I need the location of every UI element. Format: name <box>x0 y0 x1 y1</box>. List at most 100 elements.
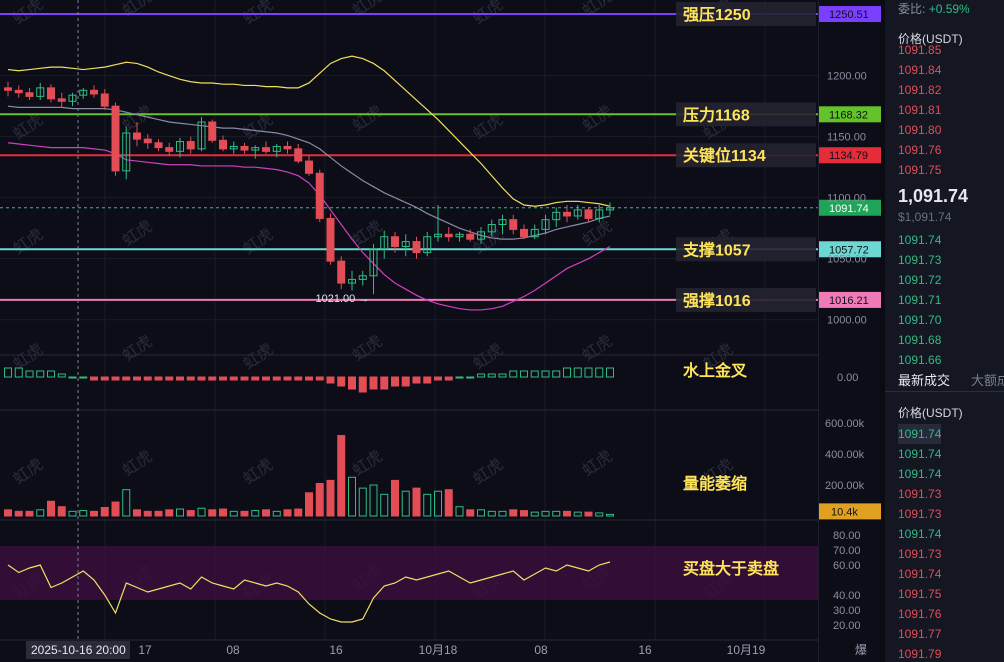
volume-bar <box>358 487 367 517</box>
price-axis[interactable]: 1250.51 1168.32 1134.79 1057.72 1016.21 1091.… <box>818 0 881 662</box>
level-label: 关键位1134 <box>683 146 766 165</box>
candle-body <box>401 241 410 247</box>
candle-body <box>219 139 227 150</box>
volume-bar <box>4 509 12 517</box>
candle-body <box>68 94 77 102</box>
candle-body <box>466 233 475 240</box>
volume-bar <box>176 508 184 517</box>
trade-row[interactable]: 1091.74 <box>898 567 942 581</box>
level-label: 强压1250 <box>683 6 751 24</box>
trade-row[interactable]: 1091.74 <box>898 447 942 461</box>
volume-bar <box>272 510 281 517</box>
candle-body <box>143 138 152 144</box>
bid-row[interactable]: 1091.73 <box>898 253 942 267</box>
candle-body <box>369 248 378 277</box>
trade-row[interactable]: 1091.76 <box>898 607 942 621</box>
macd-bar <box>240 376 249 381</box>
macd-bar <box>509 370 518 378</box>
trade-row[interactable]: 1091.73 <box>898 487 942 501</box>
volume-bar <box>573 511 582 517</box>
macd-bar <box>573 367 582 378</box>
level-tag-bg <box>819 106 881 123</box>
ask-row[interactable]: 1091.85 <box>898 43 942 57</box>
price-tick: 1200.00 <box>827 71 867 83</box>
macd-bar <box>111 376 120 381</box>
time-tick: 17 <box>138 643 152 657</box>
volume-bar <box>552 510 561 517</box>
ask-row[interactable]: 1091.75 <box>898 163 942 177</box>
volume-bar <box>262 509 270 517</box>
bid-row[interactable]: 1091.68 <box>898 333 942 347</box>
rsi-band <box>0 546 818 600</box>
candle-body <box>176 141 184 152</box>
macd-tick: 0.00 <box>837 372 858 384</box>
tab-latest-trades[interactable]: 最新成交 <box>898 373 951 388</box>
watermark-text: 虹虎 <box>349 332 386 365</box>
bid-row[interactable]: 1091.72 <box>898 273 942 287</box>
candle-body <box>434 233 442 238</box>
bid-row[interactable]: 1091.70 <box>898 313 942 327</box>
watermark-text: 虹虎 <box>349 102 386 135</box>
volume-label: 量能萎缩 <box>683 474 747 493</box>
volume-tick: 200.00k <box>825 480 865 492</box>
macd-bar <box>122 376 131 381</box>
trade-row[interactable]: 1091.73 <box>898 547 942 561</box>
volume-tick: 600.00k <box>825 418 865 430</box>
candle-body <box>315 172 324 219</box>
time-tick: 16 <box>329 643 343 657</box>
candle-body <box>563 211 571 217</box>
candle-body <box>477 231 485 240</box>
volume-bar <box>530 511 539 517</box>
macd-bar <box>434 376 442 381</box>
trade-row[interactable]: 1091.74 <box>898 527 942 541</box>
watermark-text: 虹虎 <box>349 0 386 20</box>
level-tag: 1250.51 <box>829 9 869 21</box>
tab-large-trades[interactable]: 大额成 <box>971 373 1004 388</box>
bid-row[interactable]: 1091.66 <box>898 353 942 367</box>
volume-bar <box>466 509 475 517</box>
chart-area[interactable]: 虹虎 虹虎 虹虎 虹虎 虹虎 虹虎 虹虎 虹虎 虹虎 虹虎 虹虎 虹虎 虹虎 虹虎 虹虎 虹虎 虹虎 虹虎 虹虎 虹虎… <box>0 0 856 662</box>
candle-body <box>380 236 389 250</box>
rsi-label: 买盘大于卖盘 <box>683 559 779 578</box>
trade-row[interactable]: 1091.79 <box>898 647 942 661</box>
trade-row[interactable]: 1091.77 <box>898 627 942 641</box>
price-tick: 1150.00 <box>827 132 866 144</box>
macd-bar <box>57 373 66 378</box>
watermark-text: 虹虎 <box>119 102 156 135</box>
candle-body <box>412 241 421 254</box>
volume-bar <box>520 510 528 517</box>
volume-bar <box>509 509 518 517</box>
macd-bar <box>68 376 77 379</box>
level-tag-bg <box>819 6 881 23</box>
macd-bar <box>369 376 378 390</box>
bid-row[interactable]: 1091.71 <box>898 293 942 307</box>
candle-body <box>595 209 604 219</box>
volume-bar <box>208 509 217 517</box>
rsi-tick: 80.00 <box>833 530 861 542</box>
ask-row[interactable]: 1091.76 <box>898 143 942 157</box>
macd-bar <box>262 376 270 381</box>
trade-row[interactable]: 1091.75 <box>898 587 942 601</box>
ask-row[interactable]: 1091.84 <box>898 63 942 77</box>
trade-row[interactable]: 1091.73 <box>898 507 942 521</box>
trade-row[interactable]: 1091.74 <box>898 424 942 444</box>
time-tick: 08 <box>226 643 240 657</box>
macd-bar <box>606 367 614 378</box>
tabs: 最新成交 大额成 <box>885 362 1004 392</box>
watermark-text: 虹虎 <box>349 447 386 480</box>
current-price-tag-bg <box>819 199 881 216</box>
trade-row[interactable]: 1091.74 <box>898 467 942 481</box>
rsi-tick: 70.00 <box>833 545 861 557</box>
ask-row[interactable]: 1091.82 <box>898 83 942 97</box>
volume-bar <box>186 510 195 517</box>
volume-bar <box>401 490 410 517</box>
watermark-text: 虹虎 <box>470 455 507 488</box>
volume-bar <box>423 493 432 517</box>
candle-body <box>57 98 66 102</box>
ask-row[interactable]: 1091.81 <box>898 103 942 117</box>
ask-row[interactable]: 1091.80 <box>898 123 942 137</box>
bid-row[interactable]: 1091.74 <box>898 233 942 247</box>
macd-label: 水上金叉 <box>683 361 748 380</box>
watermark-text: 虹虎 <box>119 332 156 365</box>
